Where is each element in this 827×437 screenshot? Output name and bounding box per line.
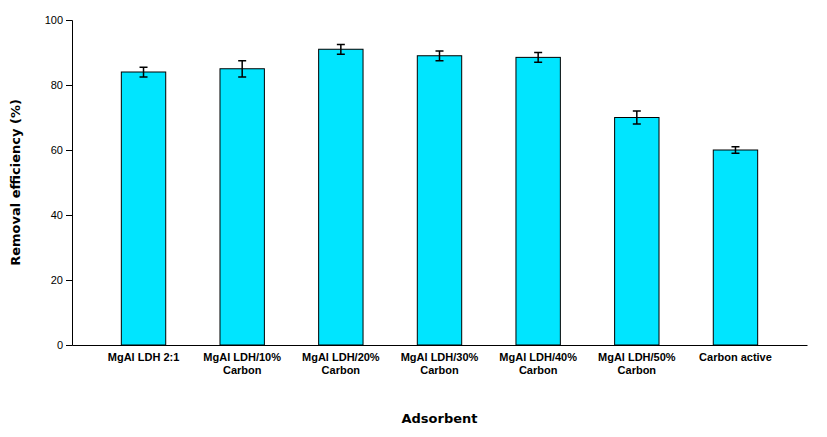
y-tick: 100 [45,14,72,26]
bar [615,118,659,346]
bar [713,150,757,345]
x-tick-label: Carbon active [699,351,772,363]
y-tick-mark [66,85,72,86]
x-tick: MgAl LDH/40%Carbon [499,351,577,376]
y-axis: 0 20 40 60 80 100 [45,14,73,351]
error-bar [731,147,739,154]
x-tick: MgAl LDH/30%Carbon [401,351,479,376]
y-tick-label: 100 [45,14,63,26]
error-bar [534,53,542,63]
chart: 020406080100MgAl LDH 2:1MgAl LDH/10%Carb… [0,0,827,437]
y-tick: 0 [57,339,72,351]
y-tick-label: 20 [51,274,63,286]
error-bar [238,61,246,77]
error-bar [436,51,444,61]
x-tick-label: MgAl LDH/50%Carbon [598,351,676,376]
bar [220,69,264,345]
y-tick-mark [66,215,72,216]
x-tick-label: MgAl LDH/20%Carbon [302,351,380,376]
y-tick-mark [66,345,72,346]
x-tick: MgAl LDH/10%Carbon [203,351,281,376]
x-tick-label-line: MgAl LDH/50% [598,351,676,363]
error-bar [140,67,148,77]
x-tick-label-line: Carbon active [699,351,772,363]
x-tick-label-line: Carbon [519,364,558,376]
bar [319,49,363,345]
x-tick-label-line: Carbon [420,364,459,376]
x-tick-label-line: MgAl LDH/10% [203,351,281,363]
y-tick-label: 60 [51,144,63,156]
x-tick-label: MgAl LDH/10%Carbon [203,351,281,376]
x-tick-label-line: MgAl LDH/20% [302,351,380,363]
x-tick-label-line: MgAl LDH/40% [499,351,577,363]
y-tick-mark [66,280,72,281]
x-tick-label: MgAl LDH 2:1 [108,351,180,363]
x-tick-label-line: MgAl LDH 2:1 [108,351,180,363]
x-tick: MgAl LDH/20%Carbon [302,351,380,376]
y-tick-label: 80 [51,79,63,91]
x-tick-label-line: Carbon [223,364,262,376]
error-bar [633,111,641,124]
x-axis: MgAl LDH 2:1MgAl LDH/10%CarbonMgAl LDH/2… [73,346,808,377]
x-tick-label-line: MgAl LDH/30% [401,351,479,363]
y-tick-mark [66,20,72,21]
bar [516,57,560,345]
y-tick: 80 [51,79,72,91]
y-tick: 40 [51,209,72,221]
plot: 020406080100MgAl LDH 2:1MgAl LDH/10%Carb… [45,14,808,376]
y-axis-line [66,21,73,346]
bar [121,72,165,345]
x-tick-label: MgAl LDH/40%Carbon [499,351,577,376]
error-bar [337,44,345,54]
x-axis-line [73,345,808,346]
x-tick: Carbon active [699,351,772,363]
x-tick: MgAl LDH/50%Carbon [598,351,676,376]
y-tick-mark [66,150,72,151]
x-tick-label-line: Carbon [322,364,361,376]
x-tick: MgAl LDH 2:1 [108,351,180,363]
y-axis-title: Removal efficiency (%) [8,99,23,266]
y-tick: 60 [51,144,72,156]
y-tick-label: 0 [57,339,63,351]
bar [417,56,461,345]
y-tick: 20 [51,274,72,286]
y-tick-label: 40 [51,209,63,221]
x-tick-label-line: Carbon [618,364,657,376]
marks [121,44,757,345]
x-tick-label: MgAl LDH/30%Carbon [401,351,479,376]
x-axis-title: Adsorbent [401,411,477,426]
